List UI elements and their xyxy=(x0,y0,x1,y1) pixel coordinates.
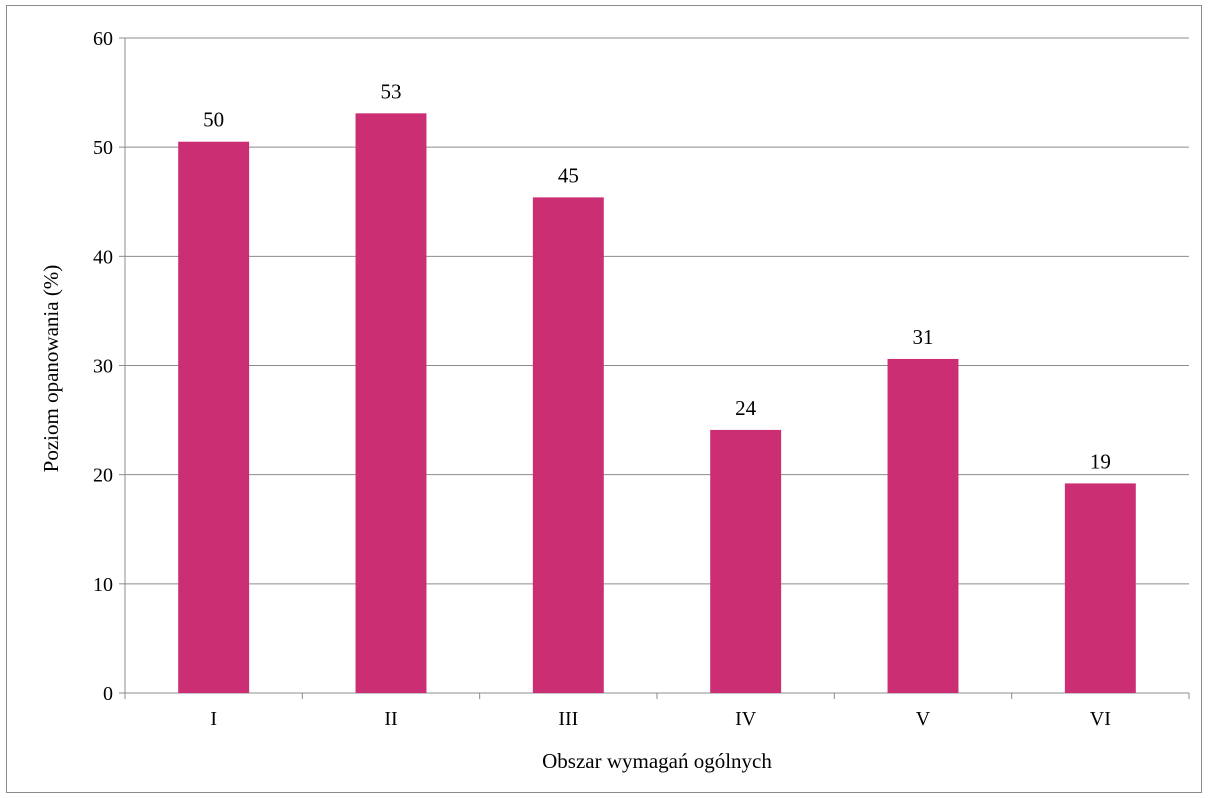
x-tick-label: V xyxy=(916,708,931,730)
bar-I xyxy=(178,141,250,694)
x-tick-label: VI xyxy=(1090,708,1111,730)
data-label-II: 53 xyxy=(381,79,402,103)
y-tick-label: 60 xyxy=(93,28,113,50)
y-tick-label: 0 xyxy=(103,683,113,705)
data-label-I: 50 xyxy=(203,108,224,132)
y-tick-label: 20 xyxy=(93,465,113,487)
data-labels: 50 53 45 24 31 19 xyxy=(203,79,1111,473)
data-label-VI: 19 xyxy=(1090,449,1111,473)
x-tick-label: II xyxy=(384,708,397,730)
y-tick-label: 30 xyxy=(93,356,113,378)
bar-VI xyxy=(1064,483,1136,693)
bar-II xyxy=(355,113,427,693)
y-tick-label: 40 xyxy=(93,246,113,268)
data-label-IV: 24 xyxy=(735,396,757,420)
gridlines xyxy=(125,37,1189,585)
data-label-III: 45 xyxy=(558,163,579,187)
bars xyxy=(178,113,1136,694)
y-tick-label: 10 xyxy=(93,574,113,596)
x-axis-title: Obszar wymagań ogólnych xyxy=(542,749,772,773)
data-label-V: 31 xyxy=(913,325,934,349)
bar-V xyxy=(887,358,959,693)
x-tick-label: I xyxy=(210,708,217,730)
y-axis-title: Poziom opanowania (%) xyxy=(39,265,63,473)
y-tick-label: 50 xyxy=(93,137,113,159)
y-axis-ticks: 0 10 20 30 40 50 60 xyxy=(93,28,125,705)
bar-III xyxy=(532,197,604,693)
x-tick-label: IV xyxy=(735,708,757,730)
x-tick-label: III xyxy=(558,708,578,730)
x-axis-ticks: I II III IV V VI xyxy=(124,693,1190,730)
bar-IV xyxy=(710,429,782,693)
